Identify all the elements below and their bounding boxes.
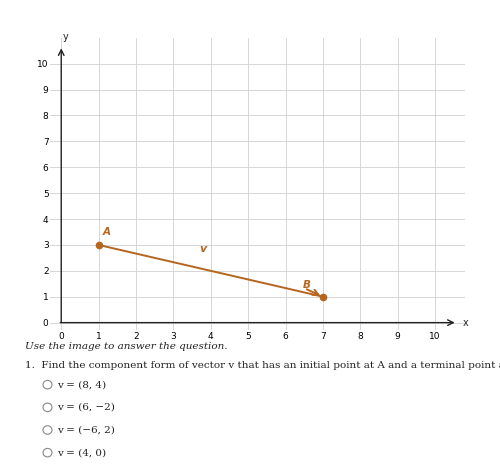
Text: v = (6, −2): v = (6, −2) [57,403,115,412]
Text: v: v [200,244,207,254]
Text: v = (−6, 2): v = (−6, 2) [57,425,115,435]
Text: y: y [63,32,69,42]
Text: v = (4, 0): v = (4, 0) [57,448,106,457]
Text: Use the image to answer the question.: Use the image to answer the question. [25,342,228,351]
Text: v = (8, 4): v = (8, 4) [57,380,106,389]
Text: x: x [463,318,469,328]
Text: A: A [102,227,110,237]
Text: B: B [302,280,310,290]
Text: 1.  Find the component form of vector v that has an initial point at A and a ter: 1. Find the component form of vector v t… [25,361,500,370]
